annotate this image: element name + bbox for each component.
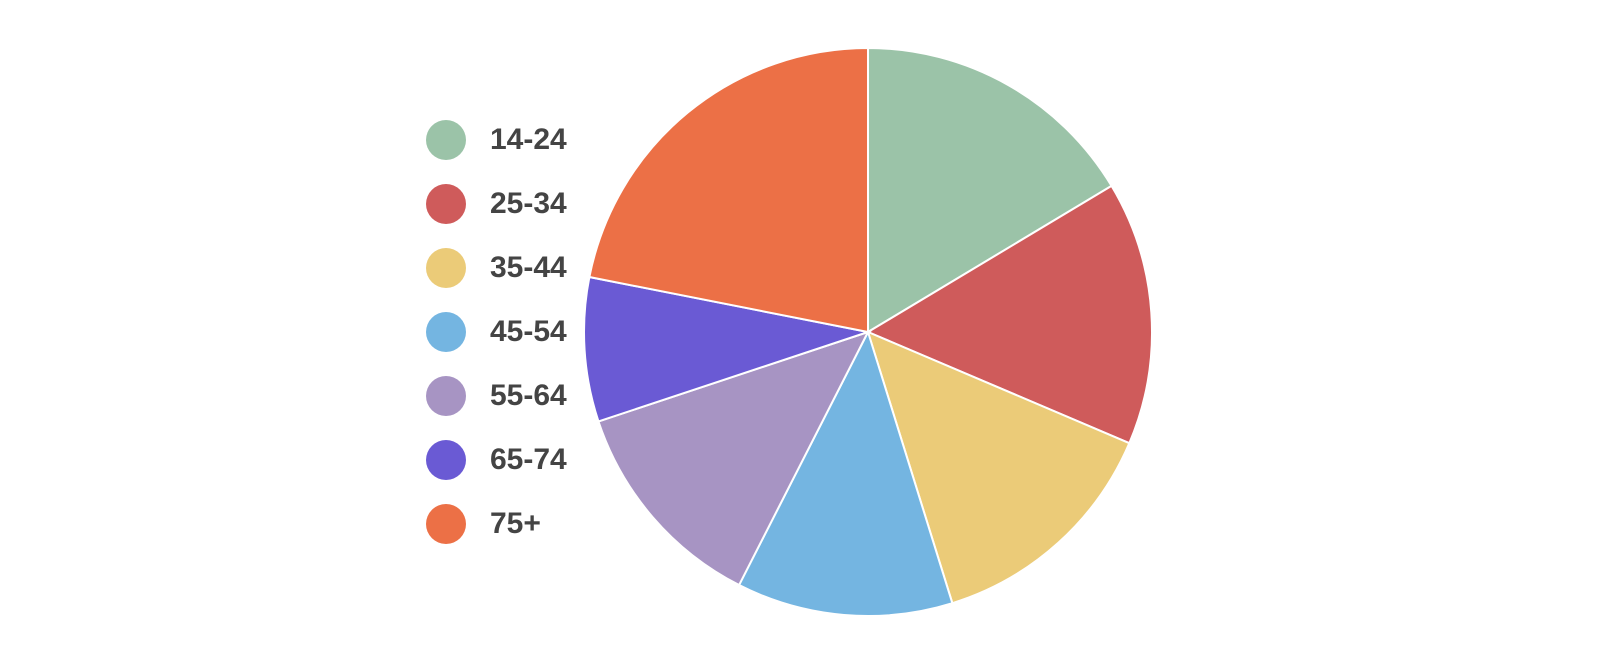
legend-swatch: [426, 376, 466, 416]
pie-slice: [867, 46, 1113, 334]
pie-slice: [866, 330, 1131, 605]
pie-slice: [737, 329, 954, 617]
legend-swatch: [426, 184, 466, 224]
legend-label: 65-74: [490, 443, 567, 476]
pie-slice: [583, 275, 872, 423]
legend-label: 35-44: [490, 251, 567, 284]
pie-slice: [865, 184, 1153, 445]
pie-slice: [597, 330, 870, 587]
legend-swatch: [426, 440, 466, 480]
legend-label: 45-54: [490, 315, 567, 348]
legend-label: 25-34: [490, 187, 567, 220]
legend-swatch: [426, 120, 466, 160]
legend-label: 55-64: [490, 379, 567, 412]
legend-label: 75+: [490, 507, 541, 540]
legend-swatch: [426, 504, 466, 544]
legend-label: 14-24: [490, 123, 567, 156]
pie-slice: [588, 46, 869, 334]
legend-swatch: [426, 248, 466, 288]
legend-swatch: [426, 312, 466, 352]
